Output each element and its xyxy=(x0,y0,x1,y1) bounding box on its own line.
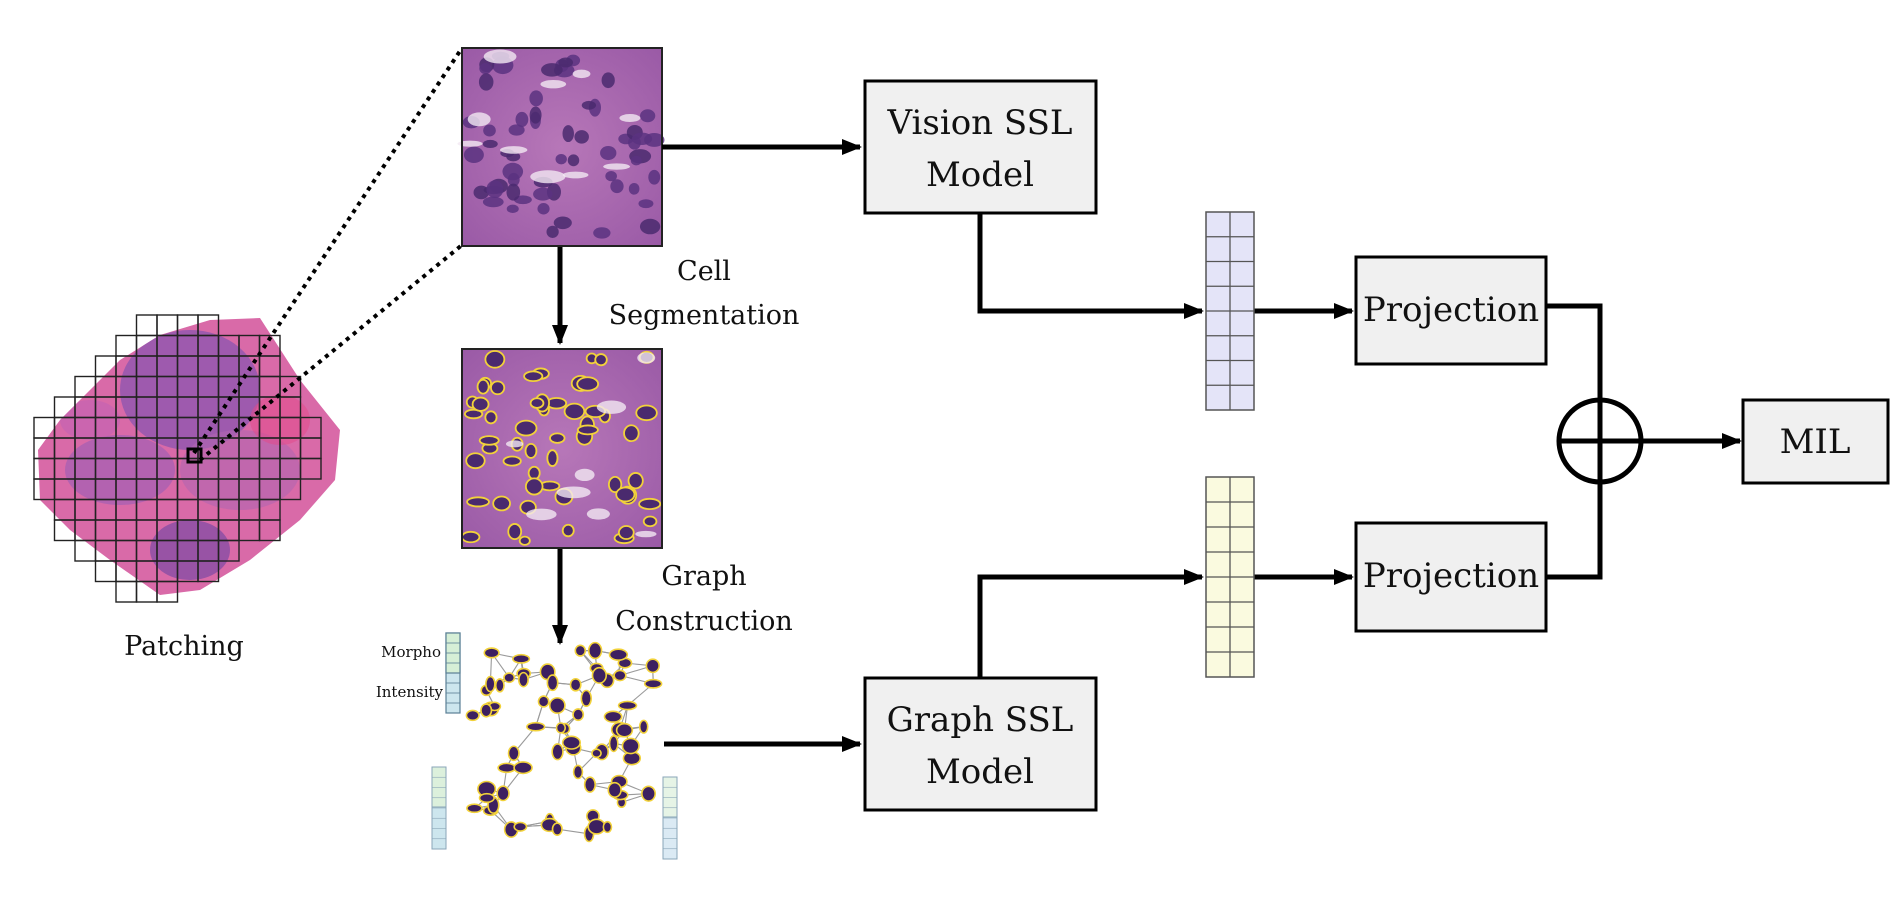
mil-box: MIL xyxy=(1741,398,1890,485)
cell-label: Cell xyxy=(677,256,731,287)
graph-embedding-vector xyxy=(1205,476,1255,678)
patching-label: Patching xyxy=(124,631,244,662)
projection-top-label: Projection xyxy=(1363,290,1539,330)
arrow-vision-ssl-to-embedding xyxy=(977,213,1204,319)
projection-box-bottom: Projection xyxy=(1354,521,1548,633)
connector-projection-top-to-aggregation xyxy=(1546,303,1603,400)
construction-label: Construction xyxy=(615,606,793,637)
connector-projection-bottom-to-aggregation xyxy=(1546,482,1603,580)
vision-embedding-vector xyxy=(1205,211,1255,411)
zoom-line-top xyxy=(192,46,464,455)
vision-ssl-model-title: Vision SSL xyxy=(887,103,1073,143)
intensity-label: Intensity xyxy=(376,683,444,701)
morpho-label: Morpho xyxy=(381,643,441,661)
graph-ssl-model-subtitle: Model xyxy=(926,752,1034,792)
vision-ssl-model-subtitle: Model xyxy=(926,155,1034,195)
graph-ssl-model-title: Graph SSL xyxy=(887,700,1074,740)
he-patch-image xyxy=(457,47,665,247)
vision-ssl-model-box: Vision SSL Model xyxy=(863,79,1098,215)
circle-plus-icon xyxy=(1556,397,1644,485)
node-feature-vector-left xyxy=(431,766,447,850)
patch-grid xyxy=(33,314,322,603)
projection-box-top: Projection xyxy=(1354,255,1548,366)
node-feature-vector-top xyxy=(445,632,461,714)
cell-graph xyxy=(465,641,663,843)
segmented-patch-image xyxy=(461,348,663,549)
whole-slide-image xyxy=(33,314,340,603)
mil-label: MIL xyxy=(1780,422,1851,462)
graph-ssl-model-box: Graph SSL Model xyxy=(863,676,1098,812)
arrow-graph-ssl-to-embedding xyxy=(977,569,1204,678)
projection-bottom-label: Projection xyxy=(1363,556,1539,596)
node-feature-vector-right xyxy=(662,776,678,860)
graph-label: Graph xyxy=(661,561,746,592)
zoom-line-bottom xyxy=(198,243,464,462)
segmentation-label: Segmentation xyxy=(609,300,800,331)
